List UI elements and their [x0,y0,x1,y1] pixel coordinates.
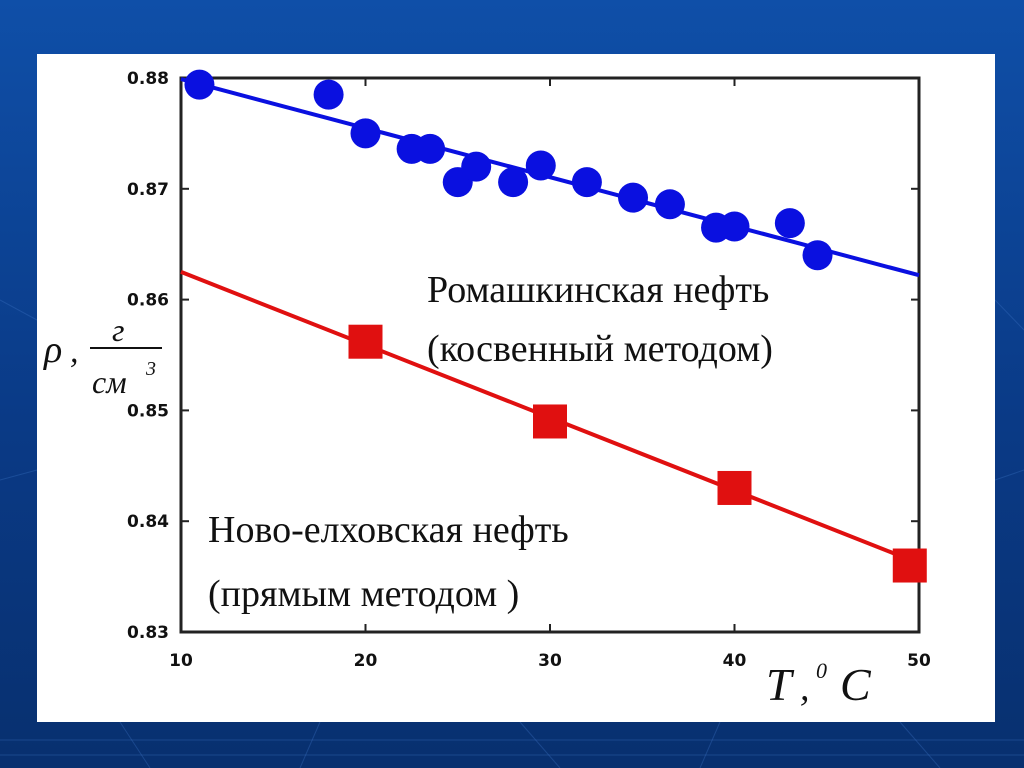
y-tick-label: 0.88 [127,69,169,89]
y-axis-unit-exponent: 3 [145,358,156,380]
data-point-romashkino [571,167,602,198]
y-tick-label: 0.84 [127,512,169,532]
y-axis-unit-numerator: г [112,312,124,348]
fit-lines [180,77,920,566]
series-label-romashkino-line2: (косвенный методом) [427,328,773,370]
x-axis-unit: C [840,659,872,710]
x-axis-separator: , [800,667,810,709]
y-axis-separator: , [70,333,79,370]
x-tick-label: 50 [907,651,931,671]
data-point-romashkino [802,240,833,271]
y-axis-unit-denominator: см [92,364,127,400]
data-point-novo-elkhovskaya [717,470,752,505]
y-tick-label: 0.85 [127,401,169,421]
y-axis-label: ρ , г см 3 [43,312,162,400]
x-axis-degree: 0 [816,658,827,683]
x-tick-label: 10 [169,651,193,671]
y-axis-ticks: 0.83 0.84 0.85 0.86 0.87 0.88 [127,69,919,643]
x-tick-label: 40 [723,651,747,671]
series-label-romashkino-line1: Ромашкинская нефть [427,269,769,311]
data-point-romashkino [415,133,446,164]
data-point-romashkino [498,167,529,198]
data-point-romashkino [719,211,750,242]
data-point-romashkino [654,189,685,220]
data-point-romashkino [618,182,649,213]
x-axis-label: T , 0 C [766,658,872,710]
x-axis-ticks: 10 20 30 40 50 [169,78,931,671]
data-point-novo-elkhovskaya [533,404,567,439]
series-label-novo-elkhovskaya-line1: Ново-елховская нефть [208,509,569,551]
data-point-novo-elkhovskaya [348,324,383,359]
data-point-romashkino [774,208,805,239]
data-point-romashkino [313,79,344,110]
y-tick-label: 0.87 [127,180,169,200]
data-point-romashkino [525,150,556,181]
data-point-romashkino [461,151,492,182]
y-axis-symbol: ρ [43,329,62,371]
data-point-romashkino [184,69,215,100]
x-tick-label: 20 [354,651,378,671]
data-point-romashkino [350,118,381,149]
y-tick-label: 0.86 [127,291,169,311]
data-markers [184,69,927,583]
chart-panel [37,54,995,722]
series-label-novo-elkhovskaya-line2: (прямым методом ) [208,573,519,615]
x-tick-label: 30 [538,651,562,671]
x-axis-symbol: T [766,659,795,710]
data-point-novo-elkhovskaya [892,548,927,583]
y-tick-label: 0.83 [127,623,169,643]
